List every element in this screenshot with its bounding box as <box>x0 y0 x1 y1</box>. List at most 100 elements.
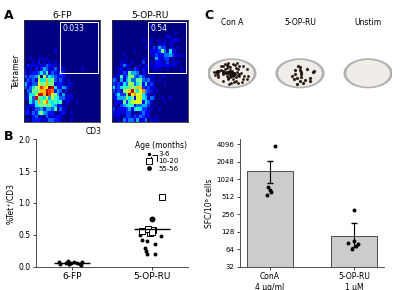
Point <box>227 68 234 72</box>
Point <box>244 77 250 81</box>
Point <box>66 261 72 266</box>
Point <box>295 64 302 69</box>
Point <box>148 227 155 232</box>
Title: 5-OP-RU: 5-OP-RU <box>131 10 169 19</box>
Point <box>293 81 300 86</box>
Point <box>142 245 148 250</box>
Point <box>215 69 222 74</box>
Point <box>300 81 307 85</box>
Point <box>230 70 236 75</box>
Point <box>230 77 236 81</box>
Point <box>147 231 153 235</box>
Point <box>238 80 245 85</box>
Point <box>227 74 233 79</box>
Point <box>306 79 313 84</box>
Point <box>220 69 226 74</box>
Circle shape <box>279 61 321 86</box>
Point <box>158 234 164 238</box>
Point <box>228 73 234 78</box>
Point <box>147 230 154 235</box>
Text: 0.033: 0.033 <box>63 24 85 33</box>
Point <box>65 262 72 267</box>
Point <box>56 260 62 265</box>
Point <box>222 67 228 72</box>
Point <box>224 69 230 74</box>
Point <box>225 76 231 81</box>
Point <box>291 76 298 81</box>
Point <box>240 74 247 78</box>
Point <box>240 77 246 81</box>
Point <box>68 261 74 265</box>
Point <box>238 71 244 76</box>
Point <box>245 74 251 78</box>
Point <box>264 192 270 197</box>
Point <box>210 69 217 74</box>
Bar <box>60 22 98 73</box>
Point <box>294 76 300 80</box>
Point <box>70 260 77 265</box>
Point <box>226 82 232 86</box>
Point <box>231 71 237 75</box>
Point <box>230 71 237 76</box>
Point <box>227 73 233 78</box>
Text: B: B <box>4 130 14 144</box>
Y-axis label: %Tet⁺/CD3: %Tet⁺/CD3 <box>6 182 16 224</box>
Point <box>235 67 241 72</box>
Point <box>272 144 279 148</box>
Point <box>227 64 233 69</box>
Point <box>224 74 230 79</box>
Point <box>220 71 226 75</box>
Point <box>213 70 220 75</box>
Y-axis label: Tetramer: Tetramer <box>12 54 21 88</box>
Text: Con A: Con A <box>221 18 243 27</box>
Point <box>234 61 240 66</box>
Point <box>228 71 234 76</box>
Point <box>310 69 316 74</box>
Point <box>345 241 352 245</box>
Point <box>151 156 158 161</box>
Point <box>222 62 229 66</box>
Point <box>267 187 273 192</box>
Point <box>74 260 80 265</box>
Point <box>225 61 231 66</box>
Point <box>223 71 230 76</box>
Point <box>351 208 358 213</box>
Point <box>233 66 239 70</box>
Point <box>149 217 155 221</box>
Point <box>78 259 85 264</box>
Point <box>214 71 221 76</box>
Point <box>244 67 250 71</box>
Point <box>236 74 243 79</box>
Point <box>268 190 274 194</box>
Point <box>218 68 224 72</box>
Point <box>297 78 303 83</box>
Text: CD3: CD3 <box>86 127 102 137</box>
Point <box>227 70 234 74</box>
Point <box>230 74 236 78</box>
Point <box>236 64 242 68</box>
Point <box>224 70 231 75</box>
Point <box>226 71 232 76</box>
Point <box>298 75 304 79</box>
Point <box>214 69 220 73</box>
Point <box>354 242 361 246</box>
Point <box>152 252 158 256</box>
Text: A: A <box>4 9 14 22</box>
Point <box>224 76 231 81</box>
Point <box>148 231 155 236</box>
Point <box>220 69 226 74</box>
Point <box>222 70 228 74</box>
Point <box>212 72 218 77</box>
Point <box>265 185 271 189</box>
Point <box>232 75 239 79</box>
Point <box>215 69 221 74</box>
Point <box>159 194 165 199</box>
Point <box>302 77 308 82</box>
Point <box>233 79 239 84</box>
Point <box>144 239 150 244</box>
Point <box>224 66 230 70</box>
Point <box>232 72 238 76</box>
Point <box>229 71 235 76</box>
Point <box>57 262 64 267</box>
Bar <box>246 171 293 290</box>
